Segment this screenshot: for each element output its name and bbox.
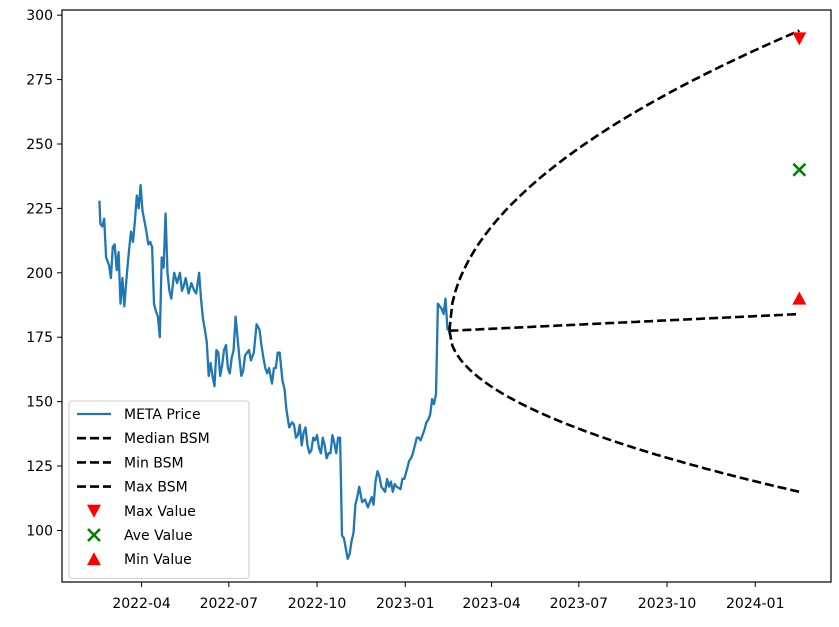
legend-box xyxy=(68,400,250,579)
y-tick-label-100: 100 xyxy=(26,523,53,539)
legend-label-meta-price: META Price xyxy=(124,407,201,423)
min-value-marker xyxy=(792,291,807,305)
x-tick-label-2022-10: 2022-10 xyxy=(288,596,347,612)
min-bsm-line xyxy=(448,330,800,494)
legend-label-max-bsm: Max BSM xyxy=(124,480,188,496)
legend-label-min-value: Min Value xyxy=(124,552,192,568)
median-bsm-line xyxy=(449,312,800,333)
legend-handle-min-value xyxy=(87,552,101,566)
x-tick-label-2023-10: 2023-10 xyxy=(638,596,697,612)
plot-content xyxy=(98,29,807,560)
ave-value-marker-stroke-b xyxy=(792,162,807,177)
x-tick-label-2024-01: 2024-01 xyxy=(726,596,785,612)
x-tick-label-2022-07: 2022-07 xyxy=(200,596,259,612)
max-value-marker xyxy=(792,32,807,46)
legend-label-max-value: Max Value xyxy=(124,504,196,520)
legend-handle-max-value xyxy=(87,504,101,518)
legend-label-median-bsm: Median BSM xyxy=(124,431,210,447)
axes: 100 125 150 175 200 225 250 275 300 2022-04 2022-0… xyxy=(26,8,832,612)
y-tick-label-150: 150 xyxy=(26,395,53,411)
legend-label-ave-value: Ave Value xyxy=(124,528,193,544)
meta-price-line xyxy=(98,184,450,560)
plot-frame xyxy=(61,9,832,583)
legend-label-min-bsm: Min BSM xyxy=(124,455,184,471)
x-tick-label-2023-01: 2023-01 xyxy=(376,596,435,612)
x-tick-label-2022-04: 2022-04 xyxy=(112,596,171,612)
ave-value-marker xyxy=(792,162,807,177)
legend-handle-ave-value-stroke-b xyxy=(87,528,101,542)
y-tick-label-125: 125 xyxy=(26,459,53,475)
x-tick-label-2023-07: 2023-07 xyxy=(550,596,609,612)
legend: META Price Median BSM Min BSM Max BSM Max Va… xyxy=(68,400,250,579)
x-tick-label-2023-04: 2023-04 xyxy=(462,596,521,612)
max-bsm-line xyxy=(448,29,800,331)
legend-handle-ave-value xyxy=(87,528,101,542)
y-tick-label-200: 200 xyxy=(26,266,53,282)
y-tick-label-300: 300 xyxy=(26,8,53,24)
y-tick-label-175: 175 xyxy=(26,330,53,346)
y-tick-label-275: 275 xyxy=(26,73,53,89)
y-tick-label-250: 250 xyxy=(26,137,53,153)
y-tick-label-225: 225 xyxy=(26,201,53,217)
